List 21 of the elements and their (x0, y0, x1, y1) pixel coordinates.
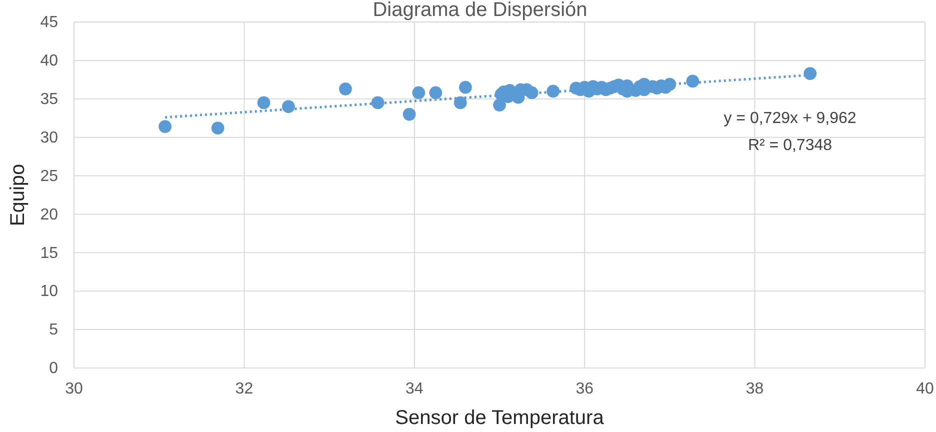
annotation: y = 0,729x + 9,962 (724, 110, 856, 127)
y-tick-label: 40 (40, 52, 58, 70)
x-tick-label: 34 (406, 380, 424, 398)
y-tick-label: 15 (40, 244, 58, 262)
x-axis-title: Sensor de Temperatura (395, 407, 605, 429)
chart-title: Diagrama de Dispersión (372, 0, 588, 21)
x-tick-label: 40 (916, 380, 934, 398)
y-tick-label: 20 (40, 206, 58, 224)
x-tick-label: 38 (746, 380, 764, 398)
x-tick-label: 32 (235, 380, 254, 398)
x-tick-label: 36 (576, 380, 594, 398)
y-tick-label: 35 (40, 91, 58, 108)
y-tick-label: 10 (40, 283, 58, 300)
x-tick-label: 30 (65, 380, 83, 398)
y-axis-title: Equipo (7, 164, 29, 226)
y-tick-label: 30 (40, 129, 58, 146)
y-tick-label: 5 (49, 322, 58, 339)
y-tick-label: 45 (40, 14, 58, 32)
y-tick-label: 0 (49, 360, 58, 378)
annotation: R² = 0,7348 (748, 137, 832, 154)
y-tick-label: 25 (40, 168, 58, 185)
